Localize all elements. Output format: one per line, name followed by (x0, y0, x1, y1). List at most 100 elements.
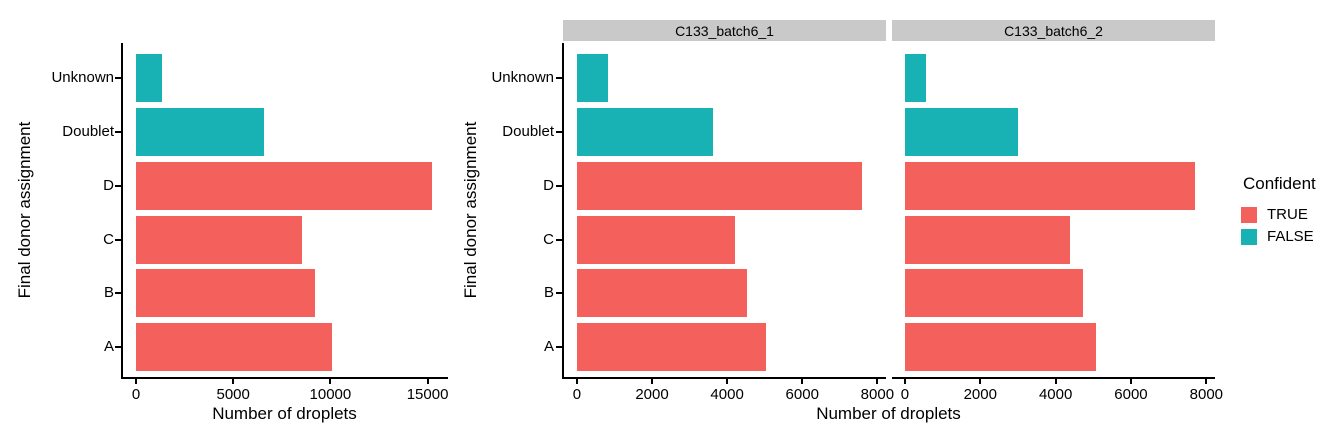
x-tick-label: 8000 (1189, 386, 1224, 403)
x-tick-mark (329, 379, 332, 384)
y-tick-mark (556, 185, 562, 187)
legend-entries: TRUE FALSE (1241, 206, 1316, 245)
bar-d (136, 162, 433, 210)
x-tick-mark (1205, 379, 1208, 384)
y-axis-ticks (556, 43, 562, 377)
y-tick-mark (556, 346, 562, 348)
bar-b (904, 269, 1083, 317)
bar-c (136, 216, 303, 264)
y-tick-mark (115, 131, 121, 133)
bar-unknown (904, 54, 926, 102)
y-category-label-a: A (543, 338, 554, 355)
legend-swatch-true (1241, 206, 1257, 223)
x-tick-mark (903, 379, 906, 384)
legend: Confident TRUE FALSE (1241, 174, 1316, 250)
bar-doublet (136, 108, 265, 156)
x-tick-label: 4000 (1038, 386, 1073, 403)
legend-entry-true: TRUE (1241, 206, 1316, 223)
y-tick-mark (556, 239, 562, 241)
x-axis-line (121, 377, 448, 379)
y-category-label-c: C (103, 231, 114, 248)
y-category-label-b: B (543, 284, 554, 301)
x-tick-label: 15000 (406, 386, 449, 403)
facet-strip-label: C133_batch6_1 (675, 22, 774, 39)
y-category-label-unknown: Unknown (51, 69, 114, 86)
legend-entry-false: FALSE (1241, 228, 1316, 245)
plot-panel-combined (123, 43, 448, 377)
y-category-label-d: D (103, 177, 114, 194)
bar-a (576, 323, 767, 371)
y-axis-labels: Unknown Doublet D C B A (30, 43, 114, 377)
x-tick-label: 8000 (860, 386, 895, 403)
facet-strip-label: C133_batch6_2 (1004, 22, 1103, 39)
x-tick-mark (1129, 379, 1132, 384)
x-tick-mark (876, 379, 879, 384)
x-tick-label: 2000 (963, 386, 997, 403)
legend-label: FALSE (1267, 228, 1314, 245)
y-axis-ticks (115, 43, 121, 377)
facet-strip-batch6-2: C133_batch6_2 (892, 20, 1215, 41)
bar-a (904, 323, 1097, 371)
y-tick-mark (115, 292, 121, 294)
x-tick-label: 10000 (309, 386, 352, 403)
bar-unknown (576, 54, 608, 102)
bar-d (576, 162, 863, 210)
bar-d (904, 162, 1196, 210)
facet-strip-batch6-1: C133_batch6_1 (563, 20, 886, 41)
x-tick-mark (232, 379, 235, 384)
x-tick-mark (651, 379, 653, 384)
x-tick-label: 6000 (1114, 386, 1148, 403)
x-axis-title: Number of droplets (816, 404, 961, 423)
bar-c (576, 216, 736, 264)
y-tick-mark (556, 77, 562, 79)
bar-c (904, 216, 1070, 264)
x-axis-line (562, 377, 886, 379)
x-tick-label: 6000 (785, 386, 819, 403)
x-tick-mark (575, 379, 578, 384)
x-axis: 0 5000 10000 15000 (123, 379, 448, 405)
x-axis: 0 2000 4000 6000 8000 (564, 379, 894, 405)
x-tick-mark (1054, 379, 1057, 384)
legend-label: TRUE (1267, 206, 1308, 223)
y-tick-mark (115, 185, 121, 187)
x-tick-label: 0 (131, 386, 141, 403)
bar-b (576, 269, 748, 317)
bar-doublet (576, 108, 714, 156)
x-tick-label: 0 (572, 386, 582, 403)
y-tick-mark (115, 239, 121, 241)
x-axis-title: Number of droplets (212, 404, 357, 423)
bar-doublet (904, 108, 1018, 156)
x-tick-mark (726, 379, 729, 384)
x-tick-label: 4000 (710, 386, 744, 403)
y-axis-line (121, 43, 123, 379)
y-tick-mark (556, 292, 562, 294)
y-tick-mark (115, 77, 121, 79)
y-category-label-c: C (543, 231, 554, 248)
x-tick-label: 0 (900, 386, 910, 403)
y-category-label-a: A (103, 338, 114, 355)
y-category-label-d: D (543, 177, 554, 194)
bar-b (136, 269, 315, 317)
plot-panel-batch6-2 (892, 43, 1215, 377)
bar-unknown (136, 54, 163, 102)
y-axis-labels: Unknown Doublet D C B A (478, 43, 554, 377)
x-tick-label: 2000 (635, 386, 669, 403)
plot-panel-batch6-1 (564, 43, 886, 377)
x-tick-label: 5000 (216, 386, 250, 403)
y-axis-line (562, 43, 564, 379)
y-category-label-b: B (103, 284, 114, 301)
x-tick-mark (135, 379, 137, 384)
y-tick-mark (115, 346, 121, 348)
legend-title: Confident (1243, 174, 1316, 193)
x-tick-mark (979, 379, 982, 384)
bar-a (136, 323, 333, 371)
y-tick-mark (556, 131, 562, 133)
legend-swatch-false (1241, 228, 1257, 245)
x-tick-mark (801, 379, 804, 384)
y-category-label-doublet: Doublet (502, 123, 554, 140)
y-category-label-doublet: Doublet (62, 123, 114, 140)
y-category-label-unknown: Unknown (491, 69, 554, 86)
x-tick-mark (426, 379, 429, 384)
x-axis: 0 2000 4000 6000 8000 (892, 379, 1223, 405)
